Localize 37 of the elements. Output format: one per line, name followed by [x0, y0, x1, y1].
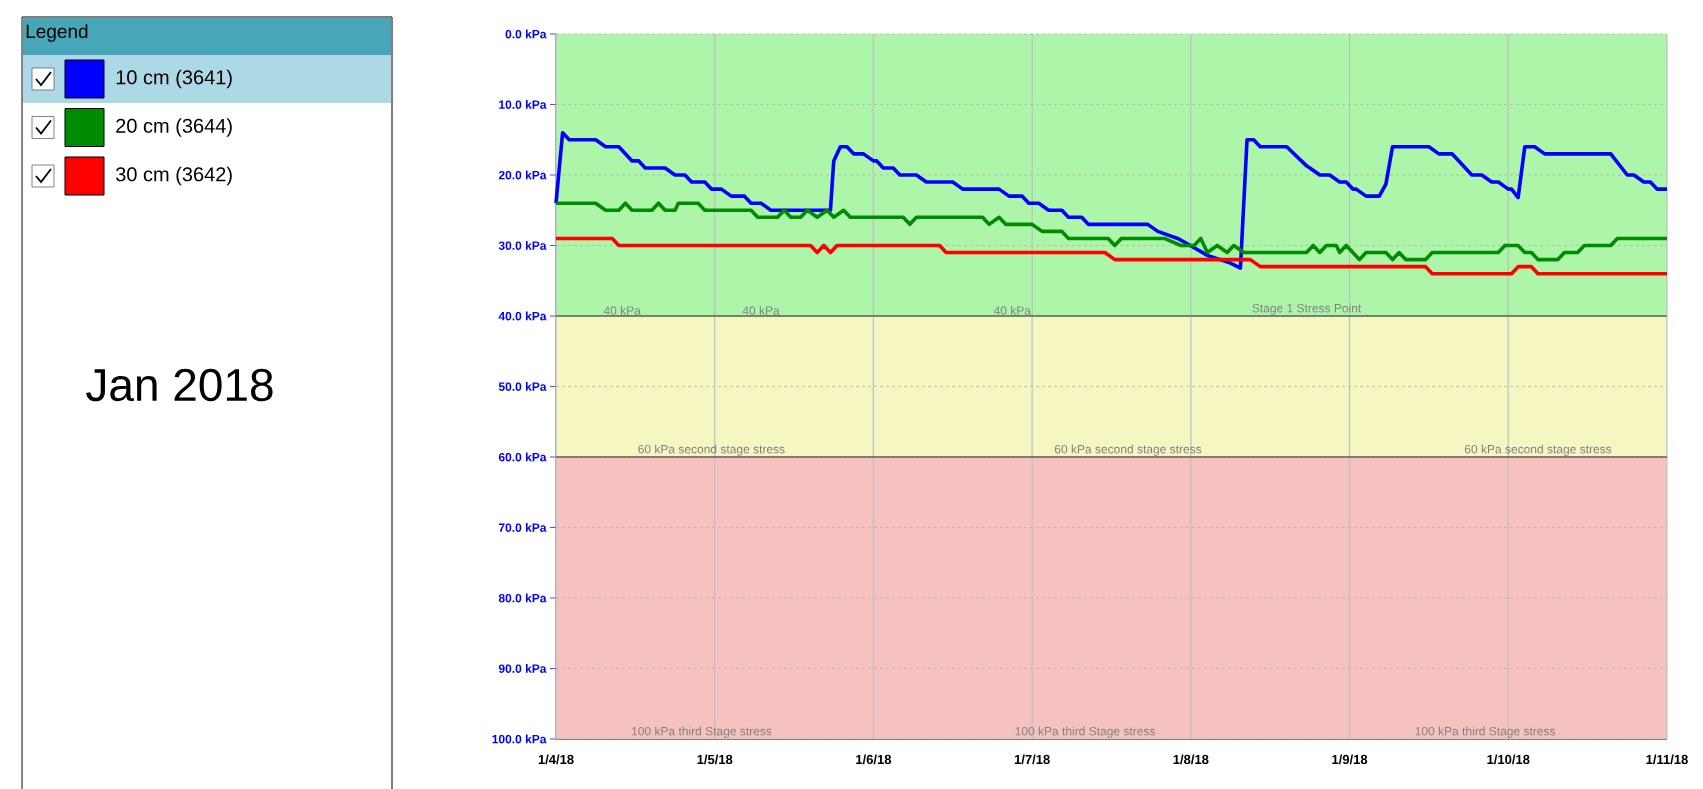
annotation: 40 kPa: [993, 305, 1031, 315]
x-tick-label: 1/4/18: [538, 754, 574, 765]
line-series: [554, 130, 1669, 270]
y-tick-label: 80.0 kPa: [498, 593, 547, 603]
annotation: Stage 1 Stress Point: [1252, 303, 1362, 315]
annotation: 100 kPa third Stage stress: [632, 726, 772, 738]
annotation: 60 kPa second stage stress: [1464, 444, 1612, 456]
legend-label: 20 cm (3644): [116, 118, 232, 137]
legend-label: 10 cm (3641): [116, 69, 232, 89]
annotation: 60 kPa second stage stress: [638, 444, 785, 456]
y-tick-label: 90.0 kPa: [498, 664, 547, 673]
annotation: 60 kPa second stage stress: [1054, 444, 1202, 456]
x-tick-label: 1/9/18: [1332, 754, 1368, 765]
line-series: [554, 236, 1669, 276]
x-tick-label: 1/5/18: [697, 754, 733, 765]
x-tick-label: 1/8/18: [1173, 754, 1209, 765]
y-tick-label: 30.0 kPa: [498, 241, 547, 250]
y-tick-label: 20.0 kPa: [498, 170, 547, 180]
y-tick-label: 10.0 kPa: [499, 100, 547, 109]
annotation: 40 kPa: [742, 305, 780, 315]
y-tick-label: 100.0 kPa: [492, 734, 547, 744]
text: Jan 2018: [86, 368, 273, 402]
annotation: 100 kPa third Stage stress: [1015, 726, 1155, 738]
x-tick-label: 1/7/18: [1014, 754, 1050, 765]
y-tick-label: 70.0 kPa: [498, 523, 547, 532]
legend-title: Legend: [26, 24, 88, 42]
x-tick-label: 1/11/18: [1646, 754, 1688, 765]
annotation: 40 kPa: [603, 305, 641, 315]
x-tick-label: 1/10/18: [1487, 754, 1530, 765]
y-tick-label: 40.0 kPa: [498, 311, 547, 321]
y-tick-label: 0.0 kPa: [505, 29, 547, 39]
legend-label: 30 cm (3642): [115, 166, 232, 186]
y-tick-label: 60.0 kPa: [498, 452, 547, 462]
line-series: [554, 201, 1669, 262]
annotation: 100 kPa third Stage stress: [1415, 726, 1556, 738]
y-tick-label: 50.0 kPa: [498, 382, 547, 391]
x-tick-label: 1/6/18: [856, 754, 892, 765]
